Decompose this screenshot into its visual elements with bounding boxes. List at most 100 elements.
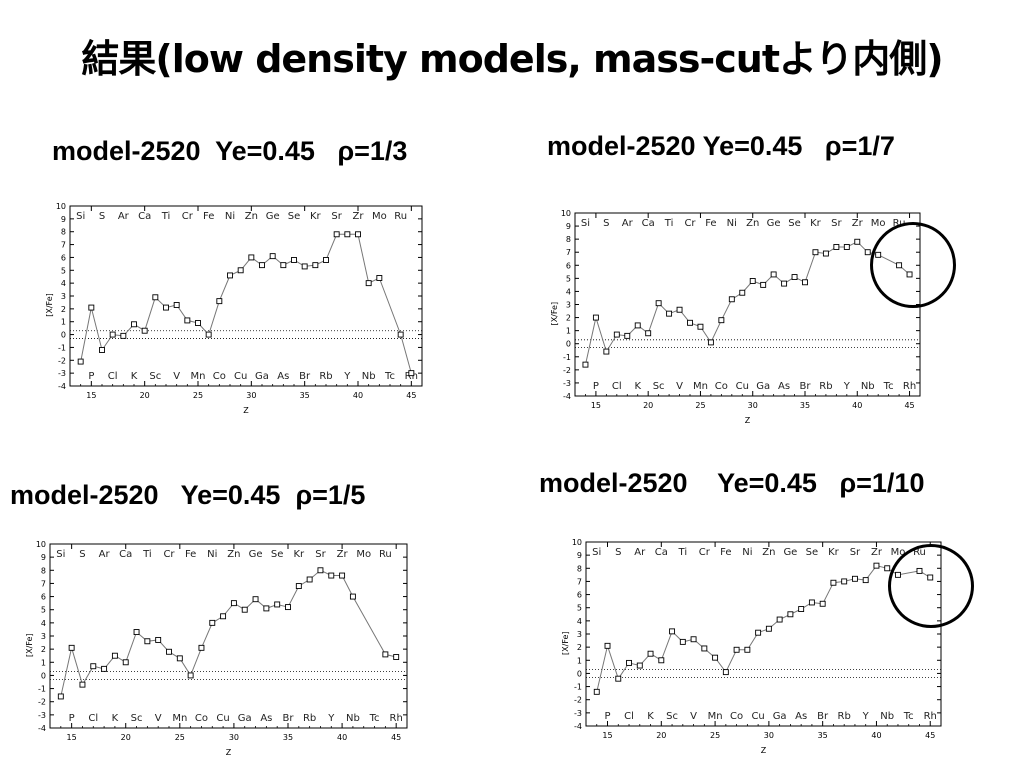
x-axis-label: Z [761, 746, 767, 755]
data-point [873, 562, 880, 569]
data-point [365, 280, 372, 287]
element-label-top: Cr [163, 549, 175, 560]
x-tick-label: 15 [86, 391, 96, 400]
y-tick-label: -4 [38, 724, 46, 733]
data-point [291, 257, 297, 263]
y-tick-label: 10 [572, 538, 582, 547]
y-tick-label: 2 [61, 305, 66, 314]
x-tick-label: 40 [852, 401, 862, 410]
element-label-bottom: P [69, 713, 75, 724]
element-label-bottom: Br [299, 371, 311, 382]
element-label-bottom: Y [327, 713, 335, 724]
data-point [90, 663, 97, 670]
element-label-bottom: Ga [255, 371, 269, 382]
highlight-circle-1 [870, 222, 956, 308]
data-point [854, 238, 861, 245]
element-label-top: Zr [337, 549, 349, 560]
y-tick-label: 4 [61, 279, 66, 288]
data-point [376, 275, 383, 281]
element-label-top: Sr [331, 211, 342, 222]
y-tick-label: 9 [566, 222, 571, 231]
element-label-top: Ge [783, 547, 797, 558]
data-point [88, 304, 95, 311]
y-tick-label: -1 [574, 683, 582, 692]
element-label-bottom: Sc [653, 381, 665, 392]
element-label-bottom: Cu [736, 381, 749, 392]
element-label-bottom: K [131, 371, 138, 382]
element-label-bottom: Mn [708, 711, 723, 722]
data-point [808, 599, 815, 606]
data-point [263, 605, 270, 612]
y-tick-label: 4 [566, 287, 571, 296]
data-point [285, 604, 291, 611]
y-tick-label: -3 [58, 369, 66, 378]
data-point [176, 655, 183, 662]
y-tick-label: 9 [61, 215, 66, 224]
data-point [205, 331, 212, 338]
y-axis-label: [X/Fe] [550, 302, 559, 326]
element-label-top: Ca [119, 549, 132, 560]
element-label-bottom: Sc [666, 711, 678, 722]
element-label-bottom: Tc [384, 371, 395, 382]
data-point [101, 665, 108, 672]
page-title: 結果(low density models, mass-cutより内側) [81, 37, 943, 81]
data-point [833, 244, 840, 250]
y-tick-label: 7 [41, 579, 46, 588]
data-point [209, 619, 216, 626]
y-tick-label: -3 [574, 709, 582, 718]
data-point [755, 629, 762, 636]
data-point [791, 274, 798, 281]
y-tick-label: 8 [577, 564, 582, 573]
y-tick-label: 7 [61, 241, 66, 250]
y-tick-label: 1 [577, 656, 582, 665]
data-point [252, 596, 259, 603]
element-label-top: Ar [622, 218, 634, 229]
data-point [317, 567, 324, 574]
element-label-bottom: Rh [405, 371, 418, 382]
x-tick-label: 20 [656, 731, 666, 740]
element-label-top: Fe [203, 211, 214, 222]
highlight-circle-2 [888, 544, 974, 628]
data-point [220, 613, 227, 620]
data-point [843, 244, 850, 250]
element-label-bottom: Br [817, 711, 829, 722]
data-point [163, 304, 169, 311]
y-tick-label: 2 [577, 643, 582, 652]
chart-4: -4 -3 -2 -1 0 1 2 3 4 5 6 7 8 9 10 15 20 25 30 35 40 45 Z [X/Fe… [556, 538, 948, 760]
data-point [77, 358, 84, 365]
data-point [701, 645, 708, 652]
element-label-top: Zr [353, 211, 365, 222]
y-tick-label: 3 [566, 301, 571, 310]
data-point [765, 625, 772, 632]
element-label-top: Ru [394, 211, 407, 222]
element-label-bottom: Tc [369, 713, 380, 724]
element-label-bottom: Cl [108, 371, 118, 382]
data-point [173, 302, 180, 308]
data-point [248, 254, 255, 261]
element-label-top: Sr [315, 549, 326, 560]
element-label-bottom: As [795, 711, 807, 722]
y-tick-label: 5 [61, 266, 66, 275]
element-label-top: Sr [850, 547, 861, 558]
y-tick-label: 6 [61, 253, 66, 262]
chart-title-1: model-2520 Ye=0.45 ρ=1/3 [52, 136, 408, 166]
element-label-bottom: Nb [861, 381, 875, 392]
y-tick-label: -3 [563, 379, 571, 388]
data-point [144, 638, 151, 645]
element-label-top: Se [806, 547, 819, 558]
data-point [582, 361, 589, 368]
element-label-top: Si [592, 547, 601, 558]
y-axis-label: [X/Fe] [25, 633, 34, 657]
y-tick-label: -2 [574, 696, 582, 705]
element-label-top: S [615, 547, 621, 558]
element-label-top: Zr [852, 218, 864, 229]
element-label-bottom: K [647, 711, 654, 722]
x-axis-label: Z [745, 416, 751, 425]
data-point [216, 298, 223, 305]
element-label-top: Cr [182, 211, 194, 222]
x-tick-label: 40 [337, 733, 347, 742]
element-label-bottom: K [112, 713, 119, 724]
element-label-top: S [99, 211, 105, 222]
x-axis-label: Z [226, 748, 232, 757]
